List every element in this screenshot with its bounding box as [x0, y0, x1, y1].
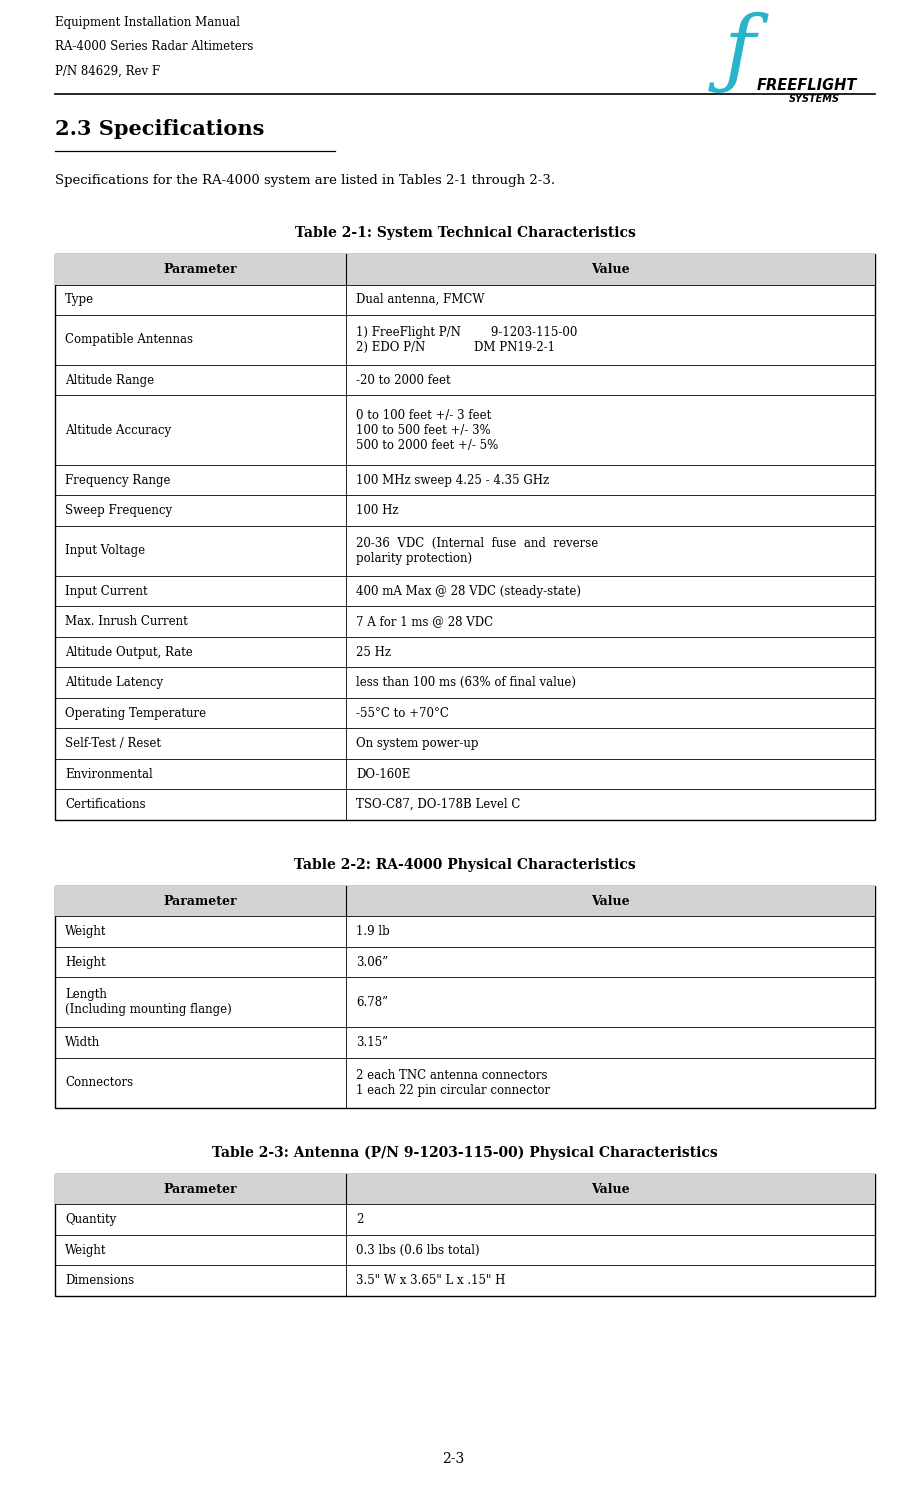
Bar	[55, 254, 875, 820]
Text: Altitude Accuracy: Altitude Accuracy	[65, 424, 171, 436]
Text: less than 100 ms (63% of final value): less than 100 ms (63% of final value)	[356, 677, 576, 689]
Text: 2: 2	[356, 1213, 364, 1227]
Text: Certifications: Certifications	[65, 798, 146, 811]
Text: Input Voltage: Input Voltage	[65, 544, 145, 557]
Text: Max. Inrush Current: Max. Inrush Current	[65, 616, 188, 629]
Bar	[55, 1174, 875, 1295]
Text: Value: Value	[591, 263, 629, 276]
Text: Value: Value	[591, 895, 629, 908]
Text: 3.15”: 3.15”	[356, 1037, 388, 1049]
Text: 6.78”: 6.78”	[356, 996, 388, 1008]
Bar	[55, 886, 875, 916]
Text: ƒ: ƒ	[724, 12, 756, 94]
Text: Table 2-2: RA-4000 Physical Characteristics: Table 2-2: RA-4000 Physical Characterist…	[294, 858, 636, 872]
Text: Frequency Range: Frequency Range	[65, 474, 171, 487]
Text: Altitude Output, Rate: Altitude Output, Rate	[65, 645, 193, 659]
Text: Length
(Including mounting flange): Length (Including mounting flange)	[65, 989, 232, 1016]
Bar	[55, 254, 875, 284]
Text: Weight: Weight	[65, 1243, 106, 1256]
Text: 2 each TNC antenna connectors
1 each 22 pin circular connector: 2 each TNC antenna connectors 1 each 22 …	[356, 1070, 551, 1097]
Text: Self-Test / Reset: Self-Test / Reset	[65, 737, 161, 750]
Text: -55°C to +70°C: -55°C to +70°C	[356, 707, 449, 720]
Text: 0.3 lbs (0.6 lbs total): 0.3 lbs (0.6 lbs total)	[356, 1243, 480, 1256]
Text: Table 2-3: Antenna (P/N 9-1203-115-00) Physical Characteristics: Table 2-3: Antenna (P/N 9-1203-115-00) P…	[212, 1146, 717, 1161]
Text: Quantity: Quantity	[65, 1213, 116, 1227]
Text: 3.06”: 3.06”	[356, 956, 388, 968]
Text: Height: Height	[65, 956, 105, 968]
Text: Compatible Antennas: Compatible Antennas	[65, 333, 193, 347]
Text: Dimensions: Dimensions	[65, 1274, 134, 1288]
Text: Altitude Range: Altitude Range	[65, 374, 154, 387]
Text: Environmental: Environmental	[65, 768, 152, 781]
Bar	[55, 886, 875, 1109]
Text: Input Current: Input Current	[65, 584, 148, 598]
Text: Dual antenna, FMCW: Dual antenna, FMCW	[356, 293, 484, 306]
Text: Parameter: Parameter	[164, 895, 238, 908]
Bar	[55, 1174, 875, 1204]
Text: 400 mA Max @ 28 VDC (steady-state): 400 mA Max @ 28 VDC (steady-state)	[356, 584, 581, 598]
Text: SYSTEMS: SYSTEMS	[789, 94, 840, 105]
Text: TSO-C87, DO-178B Level C: TSO-C87, DO-178B Level C	[356, 798, 521, 811]
Text: 7 A for 1 ms @ 28 VDC: 7 A for 1 ms @ 28 VDC	[356, 616, 493, 629]
Text: DO-160E: DO-160E	[356, 768, 411, 781]
Text: Specifications for the RA-4000 system are listed in Tables 2-1 through 2-3.: Specifications for the RA-4000 system ar…	[55, 173, 555, 187]
Text: 20-36  VDC  (Internal  fuse  and  reverse
polarity protection): 20-36 VDC (Internal fuse and reverse pol…	[356, 536, 599, 565]
Text: On system power-up: On system power-up	[356, 737, 479, 750]
Text: Value: Value	[591, 1183, 629, 1195]
Text: 100 Hz: 100 Hz	[356, 505, 398, 517]
Text: 100 MHz sweep 4.25 - 4.35 GHz: 100 MHz sweep 4.25 - 4.35 GHz	[356, 474, 550, 487]
Text: 1.9 lb: 1.9 lb	[356, 925, 390, 938]
Text: Parameter: Parameter	[164, 1183, 238, 1195]
Text: Operating Temperature: Operating Temperature	[65, 707, 206, 720]
Text: 0 to 100 feet +/- 3 feet
100 to 500 feet +/- 3%
500 to 2000 feet +/- 5%: 0 to 100 feet +/- 3 feet 100 to 500 feet…	[356, 409, 498, 451]
Text: 1) FreeFlight P/N        9-1203-115-00
2) EDO P/N             DM PN19-2-1: 1) FreeFlight P/N 9-1203-115-00 2) EDO P…	[356, 326, 578, 354]
Text: Type: Type	[65, 293, 94, 306]
Text: Table 2-1: System Technical Characteristics: Table 2-1: System Technical Characterist…	[295, 226, 636, 241]
Text: Width: Width	[65, 1037, 101, 1049]
Text: 2-3: 2-3	[443, 1452, 464, 1466]
Text: 2.3 Specifications: 2.3 Specifications	[55, 120, 264, 139]
Text: Altitude Latency: Altitude Latency	[65, 677, 163, 689]
Text: Equipment Installation Manual: Equipment Installation Manual	[55, 16, 240, 28]
Text: FREEFLIGHT: FREEFLIGHT	[756, 78, 857, 93]
Text: Weight: Weight	[65, 925, 106, 938]
Text: Sweep Frequency: Sweep Frequency	[65, 505, 172, 517]
Text: 25 Hz: 25 Hz	[356, 645, 391, 659]
Text: Parameter: Parameter	[164, 263, 238, 276]
Text: Connectors: Connectors	[65, 1077, 133, 1089]
Text: 3.5" W x 3.65" L x .15" H: 3.5" W x 3.65" L x .15" H	[356, 1274, 505, 1288]
Text: P/N 84629, Rev F: P/N 84629, Rev F	[55, 66, 161, 78]
Text: -20 to 2000 feet: -20 to 2000 feet	[356, 374, 451, 387]
Text: RA-4000 Series Radar Altimeters: RA-4000 Series Radar Altimeters	[55, 40, 253, 54]
